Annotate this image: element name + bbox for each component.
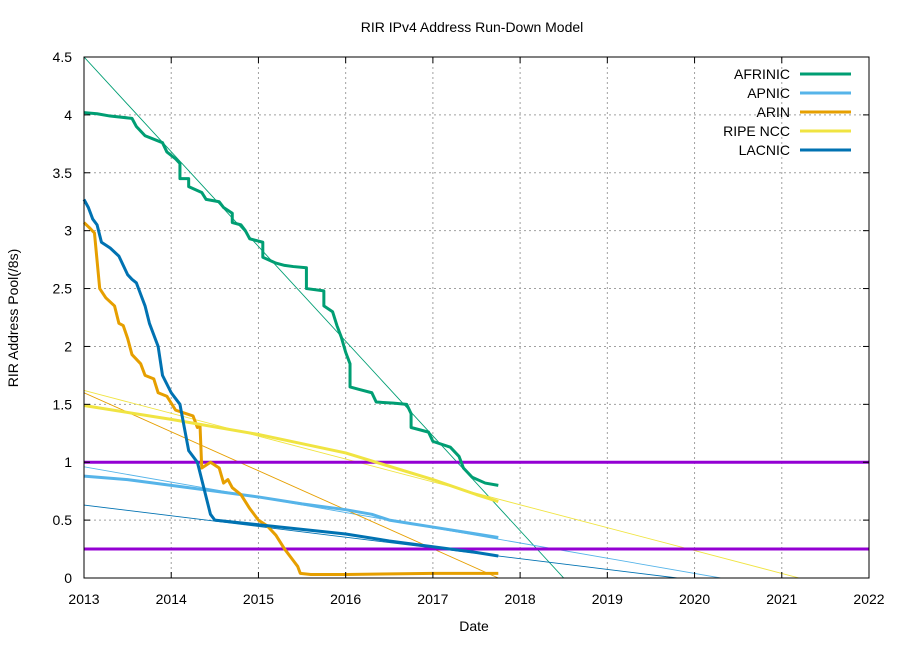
threshold-lines	[84, 460, 869, 551]
chart-title: RIR IPv4 Address Run-Down Model	[361, 19, 584, 35]
y-tick-label: 2	[64, 338, 72, 354]
x-tick-label: 2016	[330, 591, 361, 607]
y-tick-label: 2.5	[53, 281, 73, 297]
legend-label-arin: ARIN	[757, 104, 790, 120]
legend-label-afrinic: AFRINIC	[734, 66, 790, 82]
x-tick-label: 2013	[68, 591, 99, 607]
legend-label-ripe-ncc: RIPE NCC	[723, 123, 790, 139]
y-tick-label: 1	[64, 454, 72, 470]
x-tick-label: 2021	[766, 591, 797, 607]
x-tick-label: 2018	[505, 591, 536, 607]
y-axis-label: RIR Address Pool(/8s)	[5, 249, 21, 388]
legend-label-lacnic: LACNIC	[739, 142, 790, 158]
y-tick-label: 0.5	[53, 512, 73, 528]
x-tick-label: 2017	[417, 591, 448, 607]
ripe-ncc-trend-line	[84, 390, 800, 578]
arin-series-line	[82, 221, 499, 577]
x-tick-label: 2022	[853, 591, 884, 607]
y-tick-label: 1.5	[53, 396, 73, 412]
x-tick-label: 2019	[592, 591, 623, 607]
x-tick-label: 2015	[243, 591, 274, 607]
x-tick-label: 2020	[679, 591, 710, 607]
legend-label-apnic: APNIC	[747, 85, 790, 101]
y-tick-label: 3.5	[53, 165, 73, 181]
x-axis-label: Date	[459, 618, 489, 634]
lacnic-series-line	[82, 198, 499, 558]
lacnic-trend-line	[84, 504, 678, 578]
data-series	[82, 111, 499, 577]
legend: AFRINIC APNIC ARIN RIPE NCC LACNIC	[723, 66, 851, 158]
plot-frame	[83, 56, 870, 579]
ripe-ncc-series-line	[83, 404, 499, 504]
x-tick-label: 2014	[156, 591, 187, 607]
afrinic-series-line	[83, 111, 499, 487]
y-tick-label: 0	[64, 570, 72, 586]
axis-ticks: 2013 2014 2015 2016 2017 2018 2019 2020 2021 2022…	[53, 49, 885, 607]
y-tick-label: 3	[64, 223, 72, 239]
apnic-series-line	[83, 474, 499, 539]
y-tick-label: 4.5	[53, 49, 73, 65]
y-tick-label: 4	[64, 107, 72, 123]
